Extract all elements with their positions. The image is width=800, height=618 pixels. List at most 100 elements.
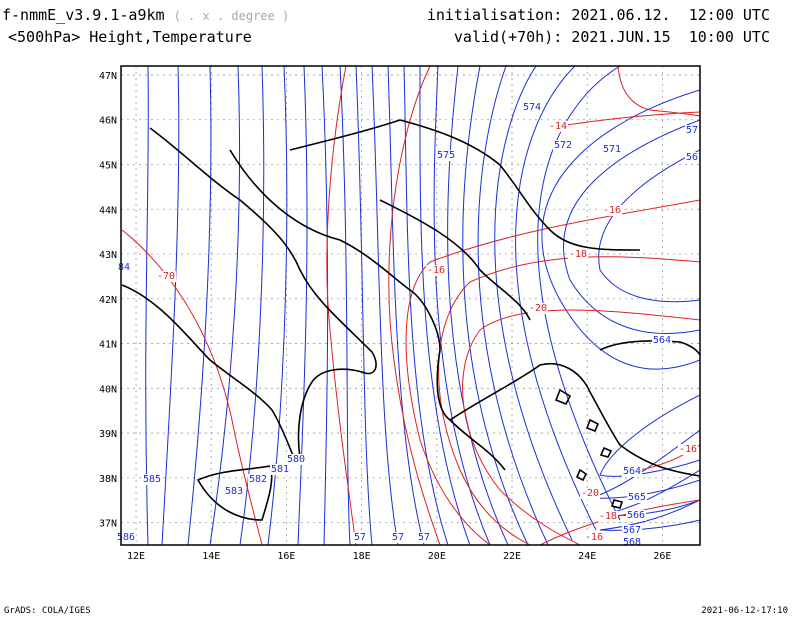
height-contour	[297, 66, 308, 545]
lon-tick-label: 12E	[127, 551, 145, 562]
temperature-contour	[326, 66, 357, 545]
temperature-contour-label: -20	[529, 303, 547, 314]
height-contour	[515, 66, 597, 531]
temperature-contour-label: -16	[427, 265, 445, 276]
credit: GrADS: COLA/IGES	[4, 606, 91, 616]
temperature-contour-label: -18	[569, 249, 587, 260]
lon-tick-label: 20E	[428, 551, 446, 562]
temperature-contour-label: -16	[603, 205, 621, 216]
lat-tick-label: 40N	[99, 384, 117, 395]
height-contour-label: 564	[623, 466, 641, 477]
temperature-contour	[438, 256, 700, 545]
lat-tick-label: 41N	[99, 340, 117, 351]
height-contour	[239, 66, 265, 545]
height-contour	[161, 66, 180, 545]
sicily	[196, 465, 273, 521]
height-contour	[477, 66, 549, 545]
lon-tick-label: 14E	[202, 551, 220, 562]
valid-value: 2021.JUN.15 10:00 UTC	[571, 28, 770, 46]
lat-tick-label: 45N	[99, 160, 117, 171]
lon-tick-label: 18E	[353, 551, 371, 562]
temperature-contour-label: -18	[599, 511, 617, 522]
lat-tick-label: 38N	[99, 474, 117, 485]
height-contour-label: 585	[143, 474, 161, 485]
greece-coast	[449, 363, 700, 477]
lat-tick-label: 47N	[99, 71, 117, 82]
height-contour-label: 565	[628, 492, 646, 503]
height-contour	[267, 66, 288, 545]
height-contour-label: 582	[249, 474, 267, 485]
height-contour	[145, 66, 149, 545]
temperature-contour	[121, 229, 263, 545]
height-contour-label: 57	[418, 532, 430, 543]
lat-tick-label: 42N	[99, 295, 117, 306]
height-contour-label: 564	[653, 335, 671, 346]
height-contour	[387, 66, 425, 545]
height-contour-label: 57	[686, 125, 698, 136]
balkan-border	[379, 199, 531, 321]
height-contour-label: 580	[287, 454, 305, 465]
height-contour	[462, 66, 529, 545]
height-contour	[433, 66, 491, 545]
temperature-contour-label: -20	[581, 488, 599, 499]
lon-tick-label: 16E	[277, 551, 295, 562]
lon-tick-label: 26E	[653, 551, 671, 562]
coastlines	[121, 119, 700, 521]
temperature-contour-label: -70	[157, 271, 175, 282]
balkan-border	[289, 119, 641, 251]
height-contour-label: 84	[118, 262, 130, 273]
initialisation-value: 2021.06.12. 12:00 UTC	[571, 6, 770, 24]
height-contour	[447, 66, 509, 545]
lat-tick-label: 39N	[99, 429, 117, 440]
height-contour-label: 57	[392, 532, 404, 543]
height-contour-label: 571	[603, 144, 621, 155]
valid-line: valid(+70h): 2021.JUN.15 10:00 UTC	[453, 28, 770, 46]
aegean-islands	[554, 388, 624, 509]
temperature-contour	[462, 309, 700, 545]
model-title: f-nmmE_v3.9.1-a9km ( . x . degree )	[2, 6, 290, 24]
height-contour-label: 581	[271, 464, 289, 475]
temperature-contour	[559, 111, 700, 127]
units-label: ( . x . degree )	[173, 9, 290, 23]
height-contour-label: 56	[686, 152, 698, 163]
height-contour-label: 574	[523, 102, 541, 113]
temperature-contour-label: -16	[585, 532, 603, 543]
height-contour	[403, 66, 449, 545]
temperature-contour-label: -14	[549, 121, 567, 132]
height-contour	[598, 149, 700, 303]
latitude-ticks: 47N 46N 45N 44N 43N 42N 41N 40N 39N 38N 37N	[99, 71, 117, 530]
map-frame	[120, 65, 701, 546]
temperature-contours	[121, 66, 700, 545]
lat-tick-label: 44N	[99, 205, 117, 216]
height-contour-label: 57	[354, 532, 366, 543]
field-title: <500hPa> Height,Temperature	[8, 28, 252, 46]
height-contour	[187, 66, 212, 545]
italy-west-coast	[121, 284, 297, 463]
height-contour	[541, 89, 700, 370]
height-contour	[494, 66, 573, 541]
height-contour-label: 583	[225, 486, 243, 497]
longitude-ticks: 12E 14E 16E 18E 20E 22E 24E 26E	[127, 551, 671, 562]
height-contour	[371, 66, 399, 545]
italy-east-coast	[149, 127, 377, 459]
generation-timestamp: 2021-06-12-17:10	[701, 606, 788, 616]
height-contour	[321, 66, 329, 545]
height-contour	[339, 66, 351, 545]
height-contour	[209, 66, 241, 545]
lat-tick-label: 37N	[99, 519, 117, 530]
lon-tick-label: 22E	[503, 551, 521, 562]
height-contour	[563, 119, 700, 334]
height-contour-label: 586	[117, 532, 135, 543]
temperature-contour	[388, 66, 441, 545]
height-contour	[599, 499, 700, 531]
lat-tick-label: 46N	[99, 116, 117, 127]
height-contour-label: 568	[623, 537, 641, 548]
height-contour-label: 572	[554, 140, 572, 151]
height-contour	[355, 66, 373, 545]
initialisation-line: initialisation: 2021.06.12. 12:00 UTC	[426, 6, 770, 24]
lat-tick-label: 43N	[99, 250, 117, 261]
height-contour	[537, 66, 621, 521]
height-contour-label: 567	[623, 525, 641, 536]
